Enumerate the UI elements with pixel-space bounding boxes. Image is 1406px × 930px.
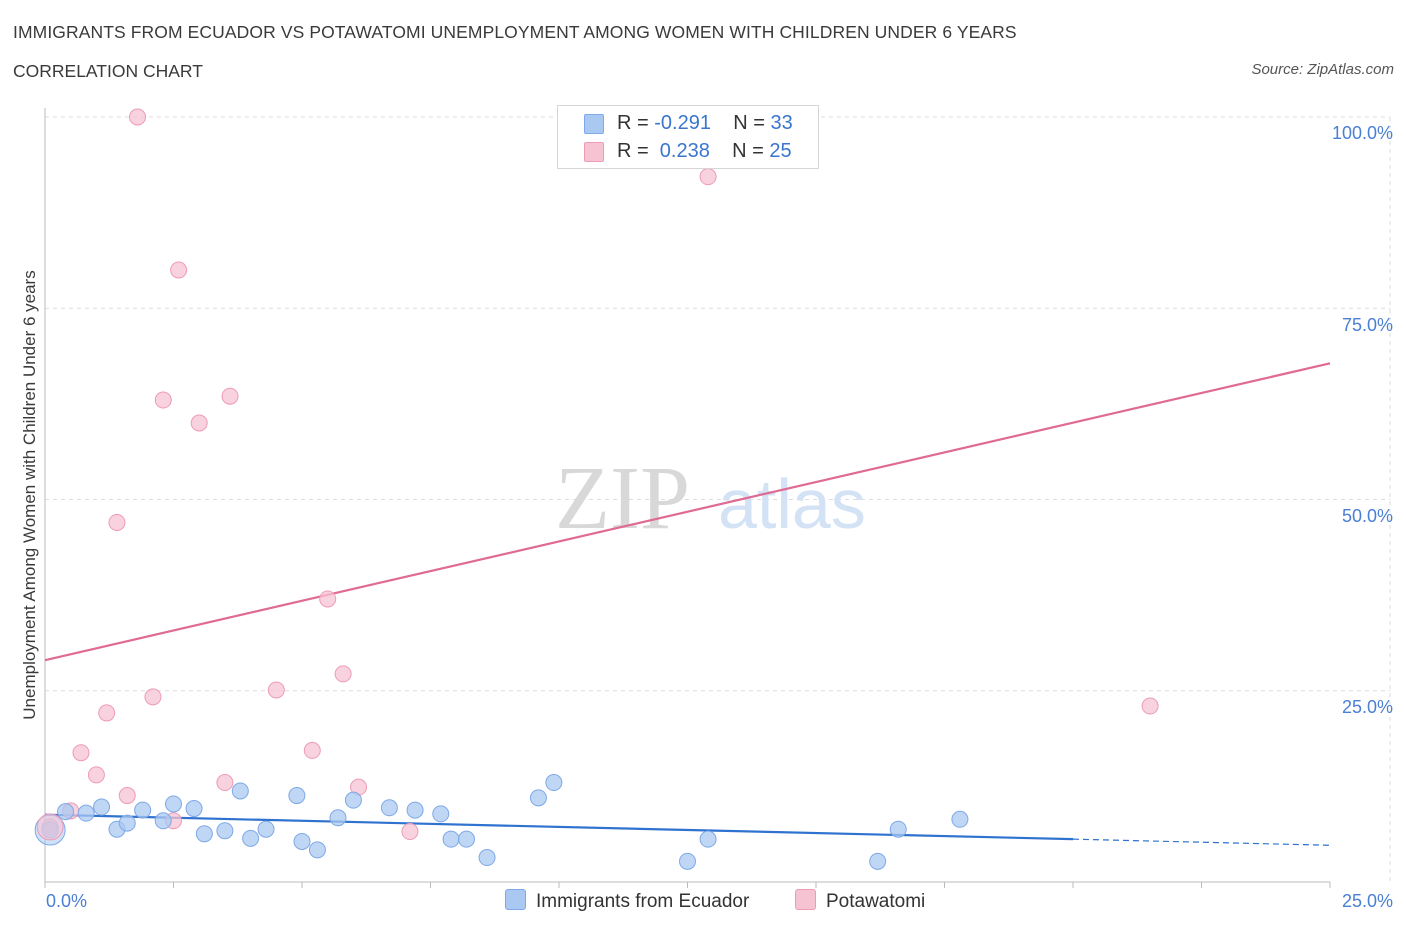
legend-swatch-ecuador [584,114,604,134]
point-potawatomi [1141,697,1159,715]
point-ecuador [679,852,696,870]
point-potawatomi [267,681,285,699]
point-ecuador [308,841,326,859]
y-tick-100: 100.0% [1331,123,1393,143]
point-ecuador [329,809,347,827]
legend-n-label: N = [733,112,771,134]
legend-n-label: N = [732,140,770,162]
bottom-legend-swatch-potawatomi [795,889,816,910]
point-ecuador [93,798,111,816]
point-ecuador [242,829,260,847]
x-tick-max: 25.0% [1341,891,1393,911]
bottom-legend-potawatomi: Potawatomi [795,889,925,913]
point-potawatomi [118,787,136,805]
bottom-legend-ecuador: Immigrants from Ecuador [505,889,749,913]
legend-r-label: R = [617,140,655,162]
point-ecuador [699,830,717,848]
bottom-legend-label-potawatomi: Potawatomi [826,891,926,912]
point-ecuador [118,814,136,832]
point-potawatomi [303,741,321,759]
axes [44,108,1331,888]
point-potawatomi [699,168,717,186]
y-tick-25: 25.0% [1341,697,1393,717]
point-potawatomi-cluster [36,813,64,841]
y-tick-50: 50.0% [1341,506,1393,526]
point-potawatomi [190,414,208,432]
bottom-legend-label-ecuador: Immigrants from Ecuador [536,891,750,912]
point-ecuador [478,849,496,867]
trend-lines [44,362,1331,846]
point-ecuador [231,782,249,800]
point-potawatomi [144,688,162,706]
point-ecuador [951,810,969,828]
point-potawatomi [216,774,234,792]
legend-r-value: 0.238 [654,140,710,162]
watermark-zip: ZIP [555,449,690,548]
point-ecuador [442,830,460,848]
watermark-atlas: atlas [718,465,866,543]
point-ecuador [380,799,398,817]
point-ecuador [57,803,75,821]
point-potawatomi [401,823,419,841]
data-points [34,108,1159,870]
point-potawatomi [98,704,116,722]
legend-n-value: 25 [769,140,792,162]
point-potawatomi [154,391,172,409]
point-ecuador [195,825,213,843]
point-potawatomi [319,590,337,608]
point-ecuador [216,822,234,840]
y-axis-label: Unemployment Among Women with Children U… [20,270,39,720]
point-potawatomi [170,261,188,279]
bottom-legend-swatch-ecuador [505,889,526,910]
point-ecuador [165,795,182,813]
correlation-legend: R = -0.291 N = 33 R = 0.238 N = 25 [557,105,819,169]
source-label: Source: ZipAtlas.com [1251,61,1394,78]
trend-extension-ecuador [1072,838,1331,846]
y-tick-75: 75.0% [1341,315,1393,335]
point-potawatomi [72,744,90,762]
point-potawatomi [221,387,239,405]
point-ecuador [406,801,424,819]
point-potawatomi [334,665,352,683]
point-ecuador [134,801,152,819]
point-potawatomi [129,108,147,126]
x-tick-min: 0.0% [46,891,88,911]
point-ecuador [344,791,362,809]
point-ecuador [288,787,306,805]
chart-subtitle: CORRELATION CHART [13,61,203,81]
point-ecuador [545,774,563,792]
legend-swatch-potawatomi [584,142,604,162]
point-ecuador [432,805,450,823]
point-ecuador [257,820,275,838]
legend-r-value: -0.291 [654,112,711,134]
chart-title: IMMIGRANTS FROM ECUADOR VS POTAWATOMI UN… [13,22,1017,42]
point-ecuador [529,789,547,807]
legend-n-value: 33 [770,112,793,134]
point-ecuador [889,820,907,838]
legend-r-label: R = [617,112,655,134]
point-ecuador [154,812,172,830]
point-ecuador [457,830,475,848]
point-potawatomi [87,766,105,784]
trend-line-potawatomi [44,362,1331,662]
point-ecuador [77,804,95,822]
point-potawatomi [108,513,126,531]
point-ecuador [869,852,887,870]
point-ecuador [293,832,311,850]
point-ecuador [185,800,203,818]
